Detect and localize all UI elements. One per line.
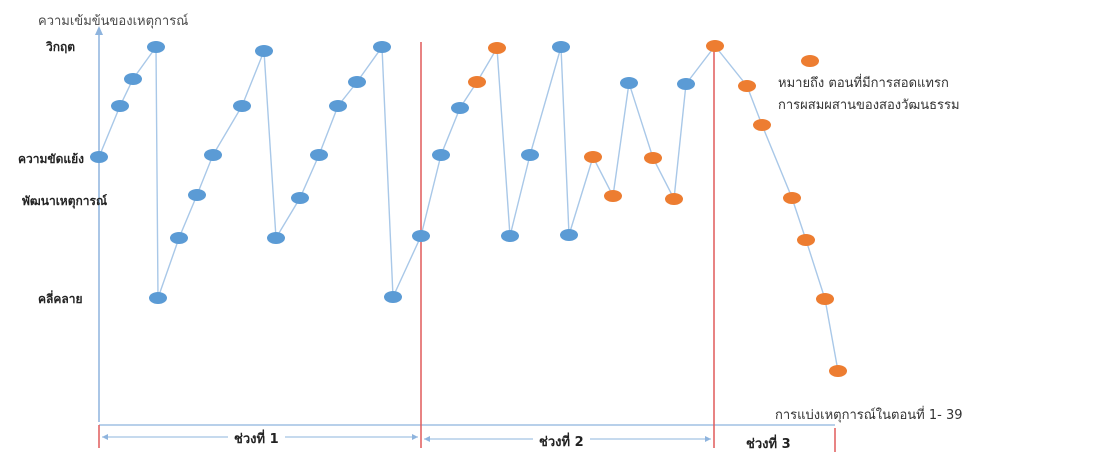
level-label-development: พัฒนาเหตุการณ์: [22, 194, 108, 208]
episode-marker-37: [797, 234, 815, 246]
episode-marker-7: [188, 189, 206, 201]
episode-marker-27: [584, 151, 602, 163]
period-label-3: ช่วงที่ 3: [740, 433, 797, 454]
period-label-1: ช่วงที่ 1: [228, 428, 285, 449]
period-label-2: ช่วงที่ 2: [533, 431, 590, 452]
episode-marker-14: [329, 100, 347, 112]
episode-marker-1: [90, 151, 108, 163]
legend-line-2: การผสมผสานของสองวัฒนธรรม: [778, 98, 960, 113]
episode-marker-30: [644, 152, 662, 164]
y-axis-title: ความเข้มข้นของเหตุการณ์: [38, 14, 189, 29]
episode-marker-9: [233, 100, 251, 112]
episode-marker-6: [170, 232, 188, 244]
episode-marker-25: [552, 41, 570, 53]
episode-markers: [90, 40, 847, 377]
episode-marker-34: [738, 80, 756, 92]
episode-marker-20: [451, 102, 469, 114]
y-axis-arrow: [95, 26, 103, 35]
episode-marker-11: [267, 232, 285, 244]
episode-marker-13: [310, 149, 328, 161]
legend-line-1: หมายถึง ตอนที่มีการสอดแทรก: [778, 76, 949, 91]
episode-marker-17: [384, 291, 402, 303]
period-2-arrowhead-left: [424, 436, 430, 442]
episode-marker-21: [468, 76, 486, 88]
episode-marker-31: [665, 193, 683, 205]
episode-marker-12: [291, 192, 309, 204]
legend-text: หมายถึง ตอนที่มีการสอดแทรก การผสมผสานของ…: [778, 73, 960, 117]
x-caption: การแบ่งเหตุการณ์ในตอนที่ 1- 39: [775, 408, 963, 423]
episode-marker-35: [753, 119, 771, 131]
episode-marker-18: [412, 230, 430, 242]
episode-marker-32: [677, 78, 695, 90]
episode-marker-10: [255, 45, 273, 57]
episode-marker-28: [604, 190, 622, 202]
episode-marker-5: [149, 292, 167, 304]
episode-marker-36: [783, 192, 801, 204]
legend-orange-marker: [801, 55, 819, 67]
episode-marker-29: [620, 77, 638, 89]
episode-marker-23: [501, 230, 519, 242]
episode-marker-39: [829, 365, 847, 377]
intensity-line: [98, 44, 839, 372]
episode-marker-26: [560, 229, 578, 241]
episode-marker-24: [521, 149, 539, 161]
episode-marker-38: [816, 293, 834, 305]
level-label-resolution: คลี่คลาย: [38, 292, 83, 306]
episode-marker-33: [706, 40, 724, 52]
episode-marker-16: [373, 41, 391, 53]
period-1-arrowhead-right: [412, 434, 418, 440]
level-label-conflict: ความขัดแย้ง: [18, 152, 85, 166]
episode-marker-19: [432, 149, 450, 161]
episode-marker-15: [348, 76, 366, 88]
episode-marker-2: [111, 100, 129, 112]
episode-marker-3: [124, 73, 142, 85]
period-2-arrowhead-right: [705, 436, 711, 442]
episode-marker-4: [147, 41, 165, 53]
episode-marker-8: [204, 149, 222, 161]
episode-marker-22: [488, 42, 506, 54]
period-1-arrowhead-left: [102, 434, 108, 440]
level-label-crisis: วิกฤต: [46, 40, 76, 54]
